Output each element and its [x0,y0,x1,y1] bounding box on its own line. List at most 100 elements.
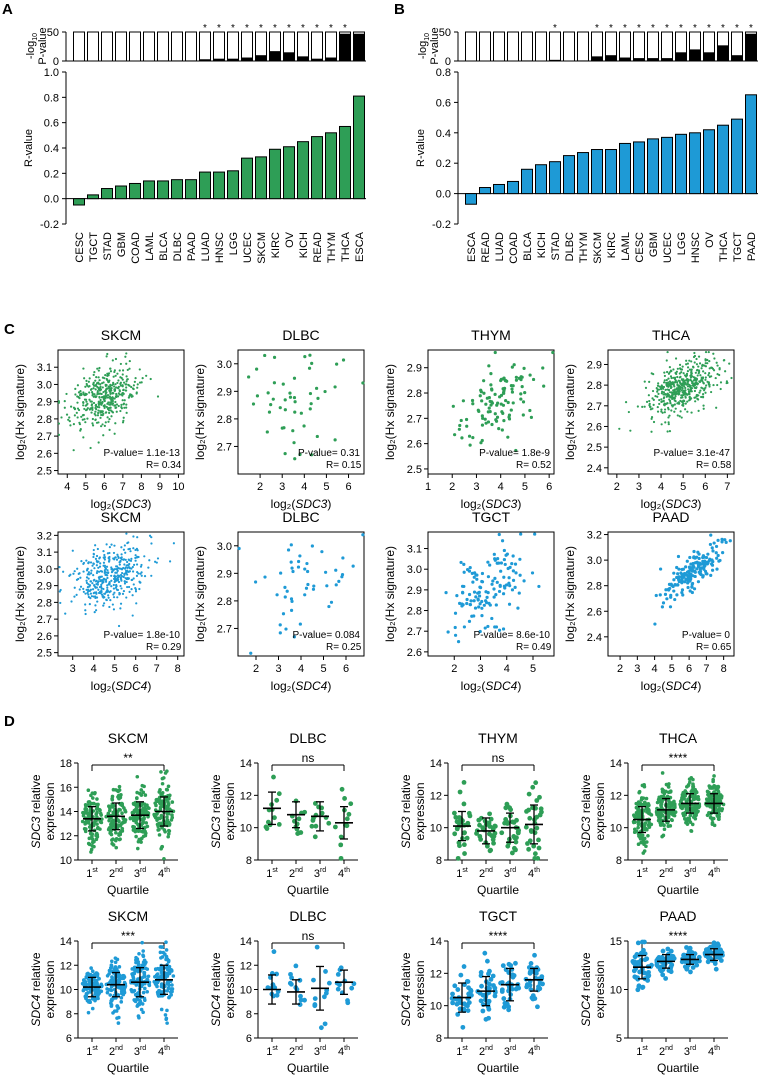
expression-point [114,966,118,971]
quartile-label: 3rd [684,1045,696,1058]
scatter-point [83,407,86,411]
expression-point [687,947,693,953]
scatter-point [121,369,125,372]
expression-point [694,789,698,794]
scatter-point [289,608,294,612]
scatter-point [656,405,659,409]
scatter-point [704,386,707,389]
y-tick-label: 14 [430,936,442,948]
p-value-annotation: P-value= 0.31 [298,448,360,459]
expression-point [143,986,147,991]
scatter-point [713,357,716,360]
scatter-point [117,379,120,382]
expression-point [646,811,651,815]
scatter-point [480,599,484,604]
expression-point [530,784,536,790]
r-value-annotation: R= 0.65 [696,642,732,653]
expression-point [323,990,329,996]
scatter-point [93,371,96,374]
scatter-point [96,600,99,603]
scatter-title: TGCT [472,509,511,525]
scatter-point [669,402,672,405]
expression-point [636,822,641,827]
expression-point [109,959,114,964]
scatter-point [95,407,98,411]
scatter-point [501,411,505,415]
scatter-point [667,423,670,426]
scatter-point [680,579,684,583]
pvalue-bar-fill [731,55,743,61]
scatter-point [64,612,67,615]
expression-point [87,800,91,804]
r-value-annotation: R= 0.52 [516,460,552,471]
expression-point [141,790,146,795]
scatter-point [68,416,71,419]
y-tick-label: 18 [60,758,72,770]
expression-point [646,801,651,806]
scatter-point [103,555,107,559]
scatter-point [150,536,153,539]
scatter-point [647,394,650,397]
expression-point [684,805,689,810]
expression-point [156,816,161,821]
scatter-point [101,386,104,389]
y-tick-label: 2.9 [37,397,52,409]
expression-point [94,971,99,975]
expression-point [460,1024,466,1030]
scatter-point [446,630,450,634]
scatter-point [690,582,694,586]
scatter-point [306,569,310,574]
expression-point [119,822,124,826]
expression-point [643,801,648,806]
scatter-point [648,399,651,403]
scatter-point [665,597,669,601]
expression-point [478,973,484,979]
y-label-gene: SDC4 [29,994,43,1026]
scatter-point [72,572,75,575]
expression-point [122,819,127,824]
scatter-point [84,409,88,412]
scatter-point [479,586,483,590]
expression-point [485,958,490,964]
y-axis-label: SDC3 relative [209,774,223,848]
significance-star: * [623,23,627,34]
scatter-point [73,414,76,417]
r-value-bar [591,149,603,195]
x-tick-label: 5 [323,481,329,493]
scatter-point [100,589,103,592]
quartile-suffix: rd [690,1045,696,1052]
category-label: COAD [130,232,142,264]
scatter-point [80,415,83,418]
expression-point [165,811,169,816]
expression-point [87,842,92,847]
x-label-gene: SDC4 [295,679,327,693]
scatter-point [520,385,524,389]
expression-point [527,815,533,821]
scatter-point [689,573,693,577]
r-value-bar [661,136,673,195]
scatter-point [718,373,721,377]
scatter-point [704,372,707,375]
scatter-point [510,562,514,566]
expression-point [90,791,95,795]
x-tick-label: 2 [451,663,457,675]
scatter-point [135,574,139,578]
scatter-point [59,601,62,605]
scatter-point [102,390,105,394]
scatter-point [678,363,682,366]
scatter-point [82,570,85,573]
bottom-y-tick-label: 0.0 [436,189,451,201]
scatter-point [519,397,523,401]
x-axis-label: log₂(SDC4) [91,679,152,693]
scatter-point [122,416,125,419]
scatter-point [476,597,480,601]
quartile-number: 2 [289,868,295,880]
scatter-point [100,425,103,428]
x-axis-label: Quartile [477,883,519,897]
y-axis-label: SDC4 relative [399,952,413,1026]
category-label: STAD [550,232,562,261]
scatter-point [504,553,508,557]
scatter-point [677,379,680,382]
expression-point [458,972,464,978]
